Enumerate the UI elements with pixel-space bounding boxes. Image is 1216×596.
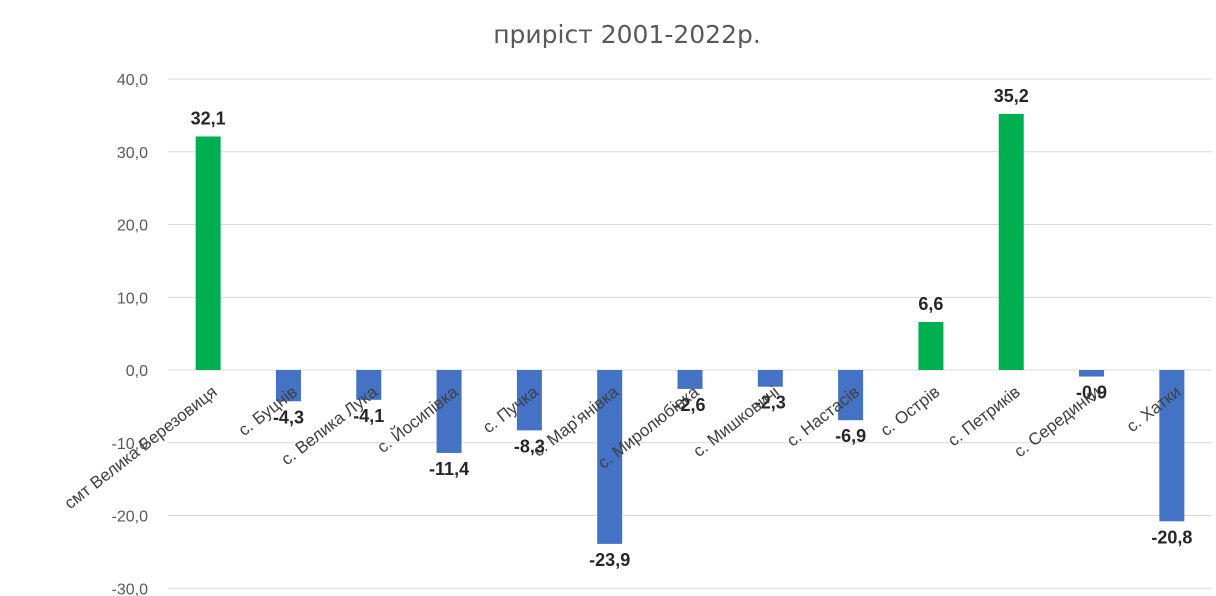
data-label: -0,9 <box>1076 383 1107 403</box>
data-label: -20,8 <box>1151 527 1192 547</box>
y-tick-label: 20,0 <box>117 218 148 235</box>
data-label: -11,4 <box>429 459 469 479</box>
data-label: -23,9 <box>589 550 630 570</box>
y-tick-label: 40,0 <box>117 72 148 89</box>
bar <box>195 136 221 370</box>
gridlines <box>168 78 1212 589</box>
bar <box>275 370 301 402</box>
data-label: -4,3 <box>273 407 304 427</box>
bar <box>998 113 1024 371</box>
y-tick-label: -10,0 <box>112 436 149 453</box>
y-tick-label: -30,0 <box>112 581 149 596</box>
y-tick-label: 10,0 <box>117 290 148 307</box>
bar <box>597 370 623 544</box>
data-label: -6,9 <box>835 426 866 446</box>
x-tick-label: с. Острів <box>877 382 944 440</box>
chart-title: приріст 2001-2022р. <box>493 20 761 49</box>
y-tick-label: 30,0 <box>117 145 148 162</box>
bar <box>516 370 542 431</box>
bar <box>838 370 864 421</box>
bar <box>757 370 783 387</box>
x-tick-label: с. Петриків <box>944 382 1024 450</box>
bar <box>677 370 703 389</box>
bars <box>195 113 1185 544</box>
data-label: -2,6 <box>674 395 705 415</box>
bar <box>356 370 382 400</box>
data-label: 32,1 <box>191 108 226 128</box>
bar <box>1079 370 1105 377</box>
y-tick-label: 0,0 <box>126 363 148 380</box>
bar <box>918 321 944 370</box>
bar <box>436 370 462 453</box>
data-label: -2,3 <box>755 393 786 413</box>
x-tick-label: смт Велика Березовиця <box>61 382 221 513</box>
bar <box>1159 370 1185 522</box>
data-label: 6,6 <box>918 294 943 314</box>
data-label: 35,2 <box>994 86 1029 106</box>
y-axis-ticks: 40,0 30,0 20,0 10,0 0,0 -10,0 -20,0 -30,0 <box>112 72 149 596</box>
data-labels: 32,1 -4,3 -4,1 -11,4 -8,3 -23,9 -2,6 -2,3 -6,9 6,… <box>191 86 1193 570</box>
x-tick-label: с. Серединки <box>1010 382 1104 461</box>
data-label: -4,1 <box>353 406 384 426</box>
y-tick-label: -20,0 <box>112 509 149 526</box>
data-label: -8,3 <box>514 436 545 456</box>
